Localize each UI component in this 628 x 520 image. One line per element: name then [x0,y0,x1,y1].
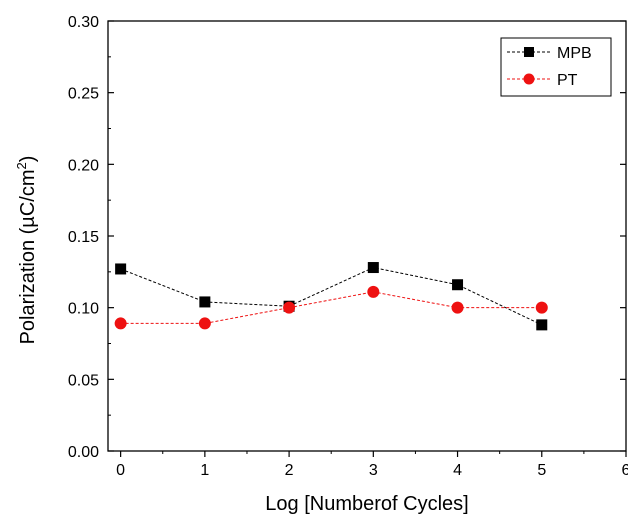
y-axis-title-main: Polarization ( [17,227,39,344]
x-tick-label: 6 [622,462,628,479]
y-tick-label: 0.25 [68,86,99,103]
y-axis-title-sup: 2 [14,162,29,169]
data-point-pt [451,301,464,314]
x-tick-label: 4 [453,462,462,479]
x-tick-label: 5 [537,462,546,479]
y-tick-label: 0.10 [68,301,99,318]
x-tick-label: 2 [285,462,294,479]
legend: MPB PT [500,37,612,97]
data-point-pt [114,317,127,330]
x-axis-title: Log [Numberof Cycles] [265,493,468,515]
y-axis-title-close: ) [17,156,39,163]
y-axis-title: Polarization (µC/cm2) [14,156,39,345]
data-point-pt [367,285,380,298]
data-point-mpb [115,263,127,275]
series-line-mpb [120,267,542,326]
series-layer [114,262,548,331]
x-tick-label: 1 [200,462,209,479]
y-tick-label: 0.05 [68,372,99,389]
data-point-mpb [367,262,379,274]
y-tick-label: 0.00 [68,444,99,461]
data-point-pt [198,317,211,330]
data-point-mpb [452,279,464,291]
legend-label-mpb: MPB [557,45,592,62]
x-tick-label: 0 [116,462,125,479]
y-axis-title-mu: µ [17,216,39,228]
legend-marker-pt [523,73,535,85]
series-line-pt [120,291,542,324]
axis-ticks: 0.00 0.05 0.10 0.15 0.20 0.25 0.30 0 1 2 3 4 5 6 [68,14,628,479]
data-point-pt [283,301,296,314]
data-point-mpb [199,296,211,308]
data-point-mpb [536,319,548,331]
legend-marker-mpb [524,47,534,57]
data-point-pt [535,301,548,314]
y-axis-title-unit: C/cm [17,169,39,216]
legend-box [500,37,612,97]
y-tick-label: 0.30 [68,14,99,31]
x-tick-label: 3 [369,462,378,479]
legend-label-pt: PT [557,72,578,89]
y-tick-label: 0.15 [68,229,99,246]
y-tick-label: 0.20 [68,157,99,174]
